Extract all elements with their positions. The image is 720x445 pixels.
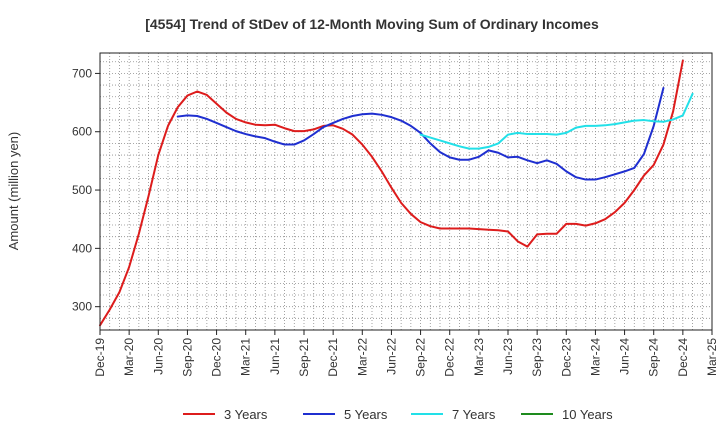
y-tick-label: 400 [72, 241, 92, 255]
x-tick-label: Sep-21 [297, 338, 311, 377]
series-line-7-years [419, 92, 694, 150]
legend-label-5-years: 5 Years [344, 407, 388, 422]
x-tick-label: Dec-23 [559, 338, 573, 377]
x-tick-label: Jun-22 [384, 338, 398, 375]
x-tick-label: Dec-19 [93, 338, 107, 377]
x-tick-label: Mar-25 [705, 338, 719, 376]
x-tick-label: Jun-20 [151, 338, 165, 375]
x-tick-label: Mar-21 [239, 338, 253, 376]
x-tick-label: Jun-21 [268, 338, 282, 375]
chart-title: [4554] Trend of StDev of 12-Month Moving… [145, 16, 599, 32]
x-tick-label: Mar-24 [588, 338, 602, 376]
x-tick-label: Jun-23 [501, 338, 515, 375]
legend-label-3-years: 3 Years [224, 407, 268, 422]
y-tick-label: 700 [72, 66, 92, 80]
y-tick-label: 300 [72, 300, 92, 314]
legend-label-7-years: 7 Years [452, 407, 496, 422]
series-line-3-years [99, 59, 684, 327]
grid-lines [99, 53, 713, 330]
x-tick-label: Sep-23 [530, 338, 544, 377]
y-tick-label: 600 [72, 125, 92, 139]
axes: 300 400 500 600 700 Dec-19 Mar-20 Jun-20 Sep-20 D… [72, 52, 719, 377]
x-tick-label: Mar-23 [472, 338, 486, 376]
legend: 3 Years 5 Years 7 Years 10 Years [183, 407, 613, 422]
x-tick-label: Jun-24 [618, 338, 632, 375]
x-tick-label: Dec-20 [210, 338, 224, 377]
x-tick-label: Mar-22 [355, 338, 369, 376]
x-tick-label: Dec-22 [443, 338, 457, 377]
series-lines [99, 59, 694, 327]
y-tick-label: 500 [72, 183, 92, 197]
x-tick-label: Dec-24 [676, 338, 690, 377]
plot-frame [99, 52, 713, 331]
y-axis-title: Amount (million yen) [6, 132, 21, 251]
x-tick-label: Sep-22 [414, 338, 428, 377]
legend-label-10-years: 10 Years [562, 407, 613, 422]
series-line-5-years [176, 86, 665, 181]
x-tick-label: Mar-20 [122, 338, 136, 376]
x-tick-label: Sep-24 [647, 338, 661, 377]
x-tick-label: Dec-21 [326, 338, 340, 377]
x-tick-label: Sep-20 [180, 338, 194, 377]
